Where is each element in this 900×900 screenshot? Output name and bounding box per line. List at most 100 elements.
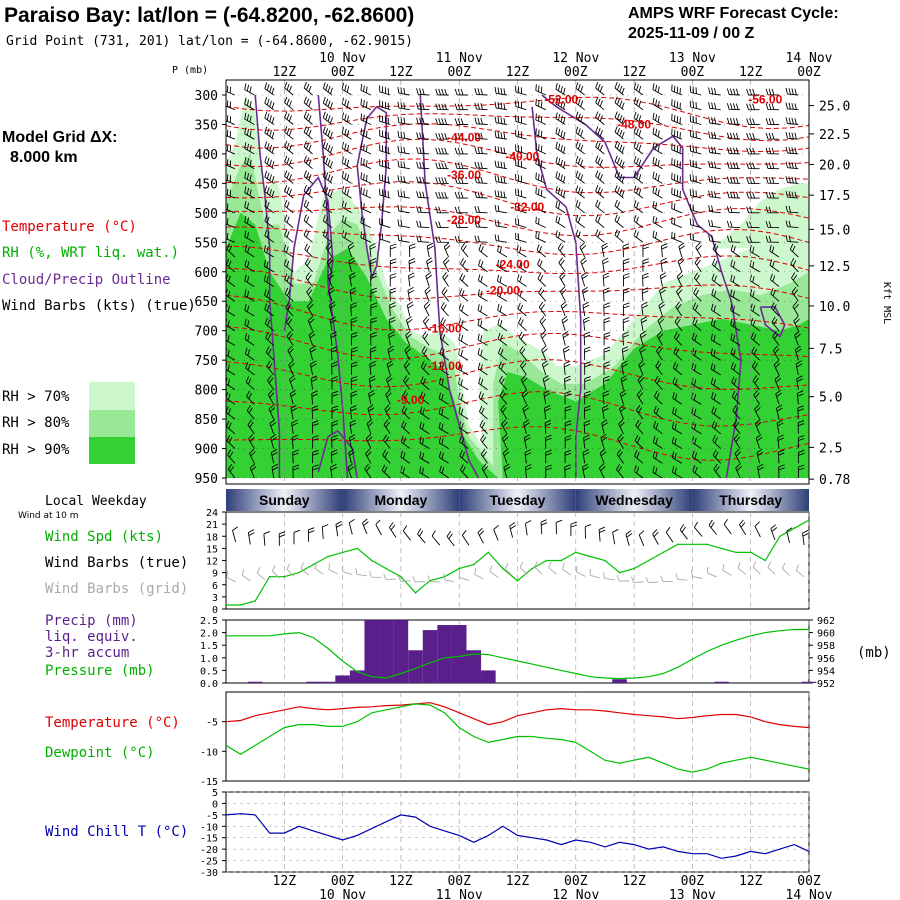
wind-barb — [288, 374, 296, 390]
wind-barb-true — [278, 531, 286, 546]
wind-barb-true — [694, 521, 703, 537]
wind-barb — [785, 146, 799, 155]
wind-barb — [419, 391, 430, 405]
wind-barb-true — [335, 521, 343, 537]
wind-barb — [307, 316, 315, 331]
wind-barb — [692, 465, 702, 479]
wind-barb — [360, 187, 372, 199]
wind-barb — [785, 131, 799, 140]
wind-barb — [654, 375, 663, 390]
wind-barb — [560, 301, 568, 317]
wind-barb — [765, 177, 780, 184]
wind-barb — [777, 449, 785, 464]
wind-barb — [368, 390, 375, 405]
wind-barb-grid — [519, 561, 528, 575]
wind-speed-point — [618, 571, 621, 574]
wind-barb — [500, 404, 508, 420]
wind-barb — [326, 257, 334, 273]
wind-barb — [307, 301, 314, 317]
wind-barb — [341, 200, 352, 214]
isotherm-label: -44.00 — [447, 130, 481, 144]
wind-barb — [671, 421, 683, 435]
weekday-bar: Sunday Monday Tuesday Wednesday Thursday — [226, 489, 809, 511]
wind-barb — [368, 375, 376, 390]
wind-barb — [555, 112, 566, 125]
wind-barb — [623, 273, 630, 287]
wind-barb — [708, 160, 721, 170]
wind-barb — [367, 404, 375, 420]
top-hour-label: 12Z — [622, 65, 646, 80]
wind-speed-point — [254, 600, 256, 602]
wind-barb — [329, 316, 337, 331]
wind-barb — [633, 82, 644, 96]
wind-barbs-grid-label: Wind Barbs (grid) — [45, 581, 188, 597]
wind-barb — [227, 463, 236, 479]
wind-barb — [557, 242, 566, 258]
wind-barb — [402, 390, 411, 405]
kft-tick-label: 20.0 — [819, 159, 850, 174]
isotherm-label: -24.00 — [496, 258, 530, 272]
wind-barb — [379, 232, 391, 243]
wind-barb — [660, 243, 668, 258]
wind-barb — [284, 214, 294, 228]
legend-cloud: Cloud/Precip Outline — [2, 272, 171, 288]
temp-tick-label: -15 — [200, 777, 218, 788]
wind-barb — [284, 111, 294, 125]
top-hour-label: 12Z — [389, 65, 413, 80]
isotherm — [226, 426, 809, 461]
wind-barb — [268, 404, 276, 420]
wind-barb — [244, 215, 255, 228]
wind-barb — [397, 145, 410, 155]
wind-barb-true — [584, 524, 592, 539]
wind-barb — [385, 374, 393, 390]
wind-barb — [244, 171, 255, 184]
wind-barb — [350, 390, 358, 405]
wind-barb-grid — [342, 565, 353, 576]
wind-barb — [474, 235, 488, 243]
wind-barb — [244, 289, 255, 302]
isotherm-label: -56.00 — [748, 93, 782, 107]
wind-barb — [641, 301, 648, 317]
wind-barb — [291, 434, 299, 449]
model-grid-value: 8.000 km — [10, 149, 78, 166]
top-date-label: 14 Nov — [786, 51, 833, 66]
isotherm-label: -16.00 — [428, 321, 462, 335]
wind-barb — [284, 199, 294, 214]
wind-barb — [454, 147, 469, 155]
wind-barb — [226, 174, 236, 184]
wind-barb — [639, 330, 647, 346]
wind-barb — [520, 360, 527, 376]
wind-barb — [264, 317, 274, 332]
wind-barb — [691, 450, 702, 464]
wind-barb — [331, 390, 339, 405]
wind-barb — [416, 102, 430, 111]
wind-barb — [264, 126, 275, 140]
wind-barb — [711, 391, 721, 405]
wind-barb — [584, 361, 591, 375]
wind-barb — [730, 304, 741, 317]
isotherm-labels: -56.00 -52.00 -48.00 -44.00 -40.00 -36.00 -32.… — [397, 93, 783, 408]
wind-barb — [708, 116, 721, 125]
wind-barb — [331, 405, 339, 420]
wind-barb — [583, 420, 591, 434]
wind-barb — [405, 316, 413, 331]
wind-barb — [474, 176, 488, 184]
wind-barb — [494, 175, 507, 184]
wind-barb — [494, 145, 507, 155]
wind-barb — [583, 405, 591, 420]
wind-barb-true — [739, 519, 747, 536]
wind-barb — [407, 287, 415, 302]
wind-barb — [515, 232, 527, 243]
wind-barb — [792, 301, 799, 317]
wind-barb — [746, 191, 760, 199]
wind-speed-point — [283, 575, 286, 578]
wind-barb — [652, 186, 663, 199]
pressure-tick-label: 958 — [817, 641, 835, 652]
wind-barb — [439, 465, 449, 479]
bottom-hour-label: 00Z — [797, 874, 821, 889]
wind-barb — [770, 287, 780, 302]
precip-bar — [481, 670, 496, 683]
wind-barb — [575, 82, 585, 96]
legend-temperature: Temperature (°C) — [2, 219, 137, 235]
